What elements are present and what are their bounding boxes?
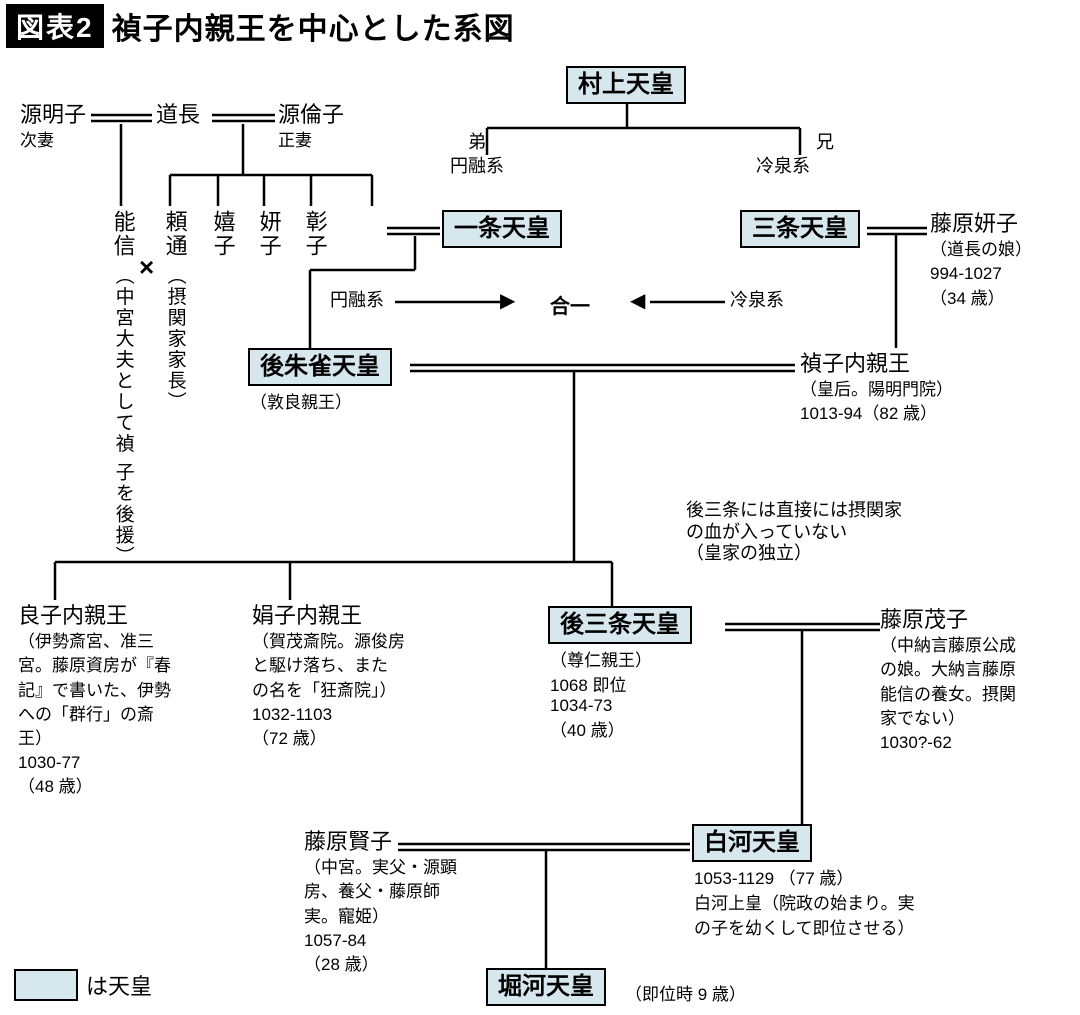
node-label: 道長 (156, 102, 200, 127)
legend: は天皇 (14, 969, 152, 1001)
node-shirakawa-sub: 1053-1129 （77 歳） 白河上皇（院政の始まり。実 の子を幼くして即位… (694, 864, 915, 939)
node-sub: 次妻 (20, 131, 54, 150)
node-minamoto-akiko: 源明子 次妻 (20, 103, 86, 151)
label-otouto: 弟 (468, 132, 486, 154)
node-horikawa-sub: （即位時 9 歳） (625, 980, 746, 1005)
genealogy-canvas: 源明子 次妻 道長 源倫子 正妻 能信 （中宮大夫として禎 子を後援） × 頼通… (0, 0, 1080, 1015)
node-label: 堀河天皇 (498, 973, 594, 1000)
arrow-right: ▶ (500, 288, 519, 313)
node-label: 嬉子 (211, 210, 236, 258)
connector-lines (0, 0, 1080, 1015)
label-reizei2: 冷泉系 (730, 290, 784, 312)
label-enyu1: 円融系 (450, 156, 504, 178)
node-label: 能信 (111, 210, 136, 258)
node-fujiwara-moshi: 藤原茂子 （中納言藤原公成 の娘。大納言藤原 能信の養女。摂関 家でない） 10… (880, 608, 1016, 753)
cross-mark: × (139, 252, 154, 283)
note-gosanjo: 後三条には直接には摂関家 の血が入っていない （皇家の独立） (686, 500, 902, 565)
node-fujiwara-kenshi2: 藤原賢子 （中宮。実父・源顕 房、養父・藤原師 実。寵姫） 1057-84 （2… (304, 830, 457, 975)
node-label: 頼通 (163, 210, 188, 258)
node-vnote: （摂関家家長） (165, 265, 186, 412)
node-gosanjo-sub: （尊仁親王） 1068 即位 1034-73 （40 歳） (550, 646, 652, 741)
node-horikawa: 堀河天皇 (486, 968, 606, 1006)
node-michinaga: 道長 (156, 103, 200, 127)
node-sub: （皇后。陽明門院） 1013-94（82 歳） (800, 380, 953, 423)
node-label: 藤原賢子 (304, 829, 392, 854)
label-reizei1: 冷泉系 (756, 156, 810, 178)
node-gosuzaku-sub: （敦良親王） (250, 388, 352, 413)
node-murakami: 村上天皇 (566, 66, 686, 104)
node-sub: （賀茂斎院。源俊房 と駆け落ち、また の名を「狂斎院」） 1032-1103 （… (252, 632, 405, 748)
node-sub: 正妻 (278, 131, 312, 150)
node-ichijo: 一条天皇 (442, 210, 562, 248)
node-minamoto-rinshi: 源倫子 正妻 (278, 103, 344, 151)
label-enyu2: 円融系 (330, 290, 384, 312)
node-yoshinobu: 能信 （中宮大夫として禎 子を後援） (108, 210, 137, 567)
node-label: 三条天皇 (752, 215, 848, 242)
node-gosuzaku: 後朱雀天皇 (248, 348, 392, 386)
node-label: 村上天皇 (578, 71, 674, 98)
node-label: 彰子 (303, 210, 328, 258)
node-label: 源倫子 (278, 102, 344, 127)
node-sub: （中宮。実父・源顕 房、養父・藤原師 実。寵姫） 1057-84 （28 歳） (304, 858, 457, 974)
node-label: 娟子内親王 (252, 603, 362, 628)
node-yorimichi: 頼通 （摂関家家長） (160, 210, 189, 412)
node-fujiwara-kenshi: 藤原妍子 （道長の娘） 994-1027 （34 歳） (930, 212, 1032, 309)
node-label: 後朱雀天皇 (260, 353, 380, 380)
node-vnote: （中宮大夫として禎 子を後援） (113, 265, 134, 566)
arrow-left: ◀ (630, 288, 649, 313)
node-label: 藤原妍子 (930, 211, 1018, 236)
node-label: 源明子 (20, 102, 86, 127)
node-label: 妍子 (257, 210, 282, 258)
node-gosanjo: 後三条天皇 (548, 606, 692, 644)
node-label: 後三条天皇 (560, 611, 680, 638)
legend-swatch (14, 969, 78, 1001)
node-sanjo: 三条天皇 (740, 210, 860, 248)
node-ryoshi: 良子内親王 （伊勢斎宮、准三 宮。藤原資房が『春 記』で書いた、伊勢 への「群行… (18, 604, 171, 798)
node-teishi: 禎子内親王 （皇后。陽明門院） 1013-94（82 歳） (800, 352, 953, 425)
legend-label: は天皇 (86, 969, 152, 1001)
label-go-one: 合一 (550, 290, 590, 319)
node-kenshi-child: 妍子 (254, 210, 283, 258)
node-label: 良子内親王 (18, 603, 128, 628)
node-label: 一条天皇 (454, 215, 550, 242)
node-shirakawa: 白河天皇 (692, 824, 812, 862)
node-sub: （中納言藤原公成 の娘。大納言藤原 能信の養女。摂関 家でない） 1030?-6… (880, 636, 1016, 752)
node-sub: （道長の娘） 994-1027 （34 歳） (930, 240, 1032, 307)
node-label: 白河天皇 (704, 829, 800, 856)
node-kenshi2: 娟子内親王 （賀茂斎院。源俊房 と駆け落ち、また の名を「狂斎院」） 1032-… (252, 604, 405, 749)
label-ani: 兄 (816, 132, 834, 154)
node-label: 藤原茂子 (880, 607, 968, 632)
node-shoshi: 彰子 (300, 210, 329, 258)
node-label: 禎子内親王 (800, 351, 910, 376)
node-sub: （伊勢斎宮、准三 宮。藤原資房が『春 記』で書いた、伊勢 への「群行」の斎 王）… (18, 632, 171, 796)
node-kishi: 嬉子 (208, 210, 237, 258)
